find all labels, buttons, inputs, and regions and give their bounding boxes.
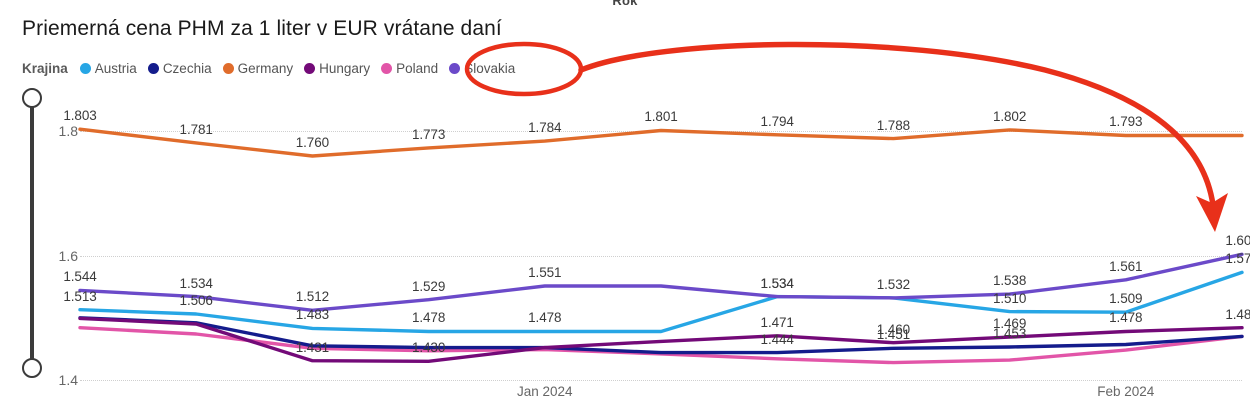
y-axis-tick-label: 1.4	[58, 372, 78, 388]
legend-swatch-icon	[147, 62, 159, 74]
legend-item-czechia[interactable]: Czechia	[147, 60, 212, 76]
data-label: 1.471	[760, 314, 794, 330]
legend-item-label: Slovakia	[464, 60, 516, 76]
data-label: 1.602	[1225, 233, 1250, 249]
legend-swatch-icon	[222, 62, 234, 74]
data-label: 1.451	[876, 327, 911, 343]
legend-title: Krajina	[22, 60, 68, 76]
data-label: 1.781	[179, 121, 213, 137]
data-label: 1.760	[295, 135, 330, 150]
data-label: 1.538	[992, 273, 1027, 289]
data-label: 1.551	[528, 265, 562, 281]
data-label: 1.784	[528, 120, 562, 136]
data-label: 1.483	[295, 307, 330, 323]
data-label: 1.484	[1225, 306, 1250, 322]
legend-item-label: Czechia	[162, 60, 212, 76]
data-label: 1.513	[63, 288, 97, 304]
legend-item-label: Germany	[237, 60, 294, 76]
legend-swatch-icon	[381, 62, 393, 74]
data-label: 1.802	[992, 108, 1027, 124]
data-label: 1.773	[411, 126, 446, 142]
data-label: 1.469	[992, 316, 1027, 332]
y-axis-tick-label: 1.8	[58, 123, 78, 140]
x-axis-tick-label: Feb 2024	[1097, 384, 1155, 399]
data-label: 1.793	[1109, 114, 1143, 130]
x-axis-labels: Jan 2024 Feb 2024	[80, 384, 1242, 406]
legend-swatch-icon	[449, 62, 461, 74]
x-axis-line	[80, 380, 1242, 381]
data-label: 1.801	[644, 109, 678, 125]
data-label: 1.478	[411, 310, 446, 326]
legend-item-poland[interactable]: Poland	[381, 61, 438, 76]
data-label: 1.534	[760, 275, 794, 291]
legend-swatch-icon	[304, 62, 316, 74]
data-label: 1.460	[876, 321, 911, 337]
legend-swatch-icon	[79, 62, 91, 74]
slider-handle-top[interactable]	[22, 88, 42, 108]
data-label: 1.532	[876, 276, 911, 292]
x-axis-title-top: Rok	[612, 0, 638, 8]
data-label: 1.509	[1109, 291, 1143, 307]
data-label: 1.506	[179, 293, 213, 309]
data-label: 1.573	[1225, 251, 1250, 267]
data-label: 1.561	[1109, 258, 1143, 274]
legend: Krajina Austria Czechia Germany Hungary Pola…	[22, 58, 526, 78]
data-label: 1.512	[295, 289, 330, 305]
data-label: 1.788	[876, 117, 911, 133]
slider-handle-bottom[interactable]	[22, 358, 42, 378]
plot-area	[80, 100, 1242, 381]
legend-item-austria[interactable]: Austria	[79, 60, 137, 76]
data-label: 1.529	[411, 278, 446, 294]
data-label: 1.803	[63, 108, 97, 124]
legend-item-germany[interactable]: Germany	[222, 60, 294, 76]
data-label: 1.534	[179, 275, 213, 291]
data-label: 1.478	[1109, 310, 1143, 326]
legend-item-label: Poland	[396, 60, 439, 76]
data-label: 1.431	[295, 339, 330, 355]
data-label: 1.453	[992, 326, 1027, 342]
legend-item-slovakia[interactable]: Slovakia	[449, 61, 515, 76]
gridline	[80, 255, 1242, 257]
x-axis-tick-label: Jan 2024	[517, 384, 573, 399]
legend-item-label: Austria	[94, 60, 137, 76]
gridline	[80, 131, 1242, 133]
slider-track[interactable]	[30, 98, 34, 368]
data-label: 1.510	[992, 290, 1027, 306]
data-label: 1.534	[760, 275, 794, 291]
data-label: 1.544	[63, 269, 97, 285]
chart-title: Priemerná cena PHM za 1 liter v EUR vrát…	[22, 17, 502, 40]
vertical-range-slider[interactable]	[20, 88, 44, 378]
data-label: 1.430	[411, 340, 446, 356]
legend-item-label: Hungary	[319, 60, 371, 76]
data-label: 1.794	[760, 113, 794, 129]
legend-item-hungary[interactable]: Hungary	[304, 61, 370, 76]
y-axis-tick-label: 1.6	[58, 247, 78, 264]
data-label: 1.444	[760, 331, 794, 347]
data-label: 1.478	[528, 310, 562, 326]
y-axis-labels: 1.4 1.6 1.8	[48, 100, 78, 388]
